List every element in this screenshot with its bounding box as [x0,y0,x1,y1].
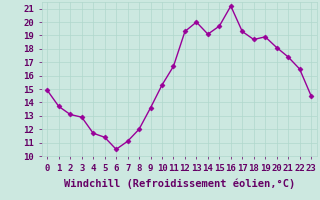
X-axis label: Windchill (Refroidissement éolien,°C): Windchill (Refroidissement éolien,°C) [64,178,295,189]
